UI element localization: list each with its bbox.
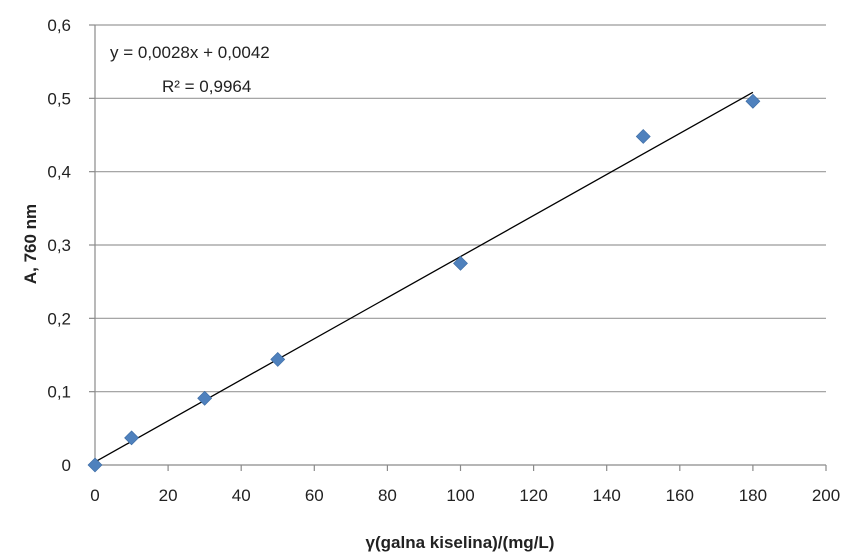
x-tick-label: 20 — [159, 486, 178, 505]
x-tick-label: 80 — [378, 486, 397, 505]
x-tick-label: 40 — [232, 486, 251, 505]
trendline — [94, 91, 754, 463]
x-tick-labels: 0 20 40 60 80 100 120 140 160 180 200 — [90, 486, 840, 505]
data-point — [453, 255, 468, 271]
y-tick-label: 0 — [62, 456, 71, 475]
data-point — [270, 351, 286, 367]
y-tick-label: 0,2 — [47, 309, 71, 328]
data-point — [635, 129, 651, 144]
x-tick-label: 140 — [593, 486, 621, 505]
data-point — [745, 93, 761, 109]
data-point — [87, 457, 103, 473]
y-tick-label: 0,1 — [47, 383, 71, 402]
r-squared-annotation: R² = 0,9964 — [162, 77, 251, 96]
data-point — [124, 430, 139, 446]
y-tick-label: 0,4 — [47, 163, 71, 182]
y-tick-label: 0,5 — [47, 89, 71, 108]
y-tick-label: 0,3 — [47, 236, 71, 255]
gridlines — [95, 24, 826, 393]
y-tick-label: 0,6 — [47, 16, 71, 35]
axes — [89, 24, 827, 471]
x-tick-label: 0 — [90, 486, 99, 505]
data-point — [197, 390, 213, 406]
x-axis-title: γ(galna kiselina)/(mg/L) — [366, 533, 555, 552]
data-points — [87, 93, 761, 473]
x-tick-label: 200 — [812, 486, 840, 505]
x-tick-label: 100 — [446, 486, 474, 505]
x-tick-label: 160 — [666, 486, 694, 505]
y-tick-labels: 0 0,1 0,2 0,3 0,4 0,5 0,6 — [47, 16, 71, 475]
x-tick-label: 60 — [305, 486, 324, 505]
x-tick-label: 120 — [519, 486, 547, 505]
y-axis-title: A, 760 nm — [21, 204, 40, 284]
equation-annotation: y = 0,0028x + 0,0042 — [110, 43, 270, 62]
x-tick-label: 180 — [739, 486, 767, 505]
